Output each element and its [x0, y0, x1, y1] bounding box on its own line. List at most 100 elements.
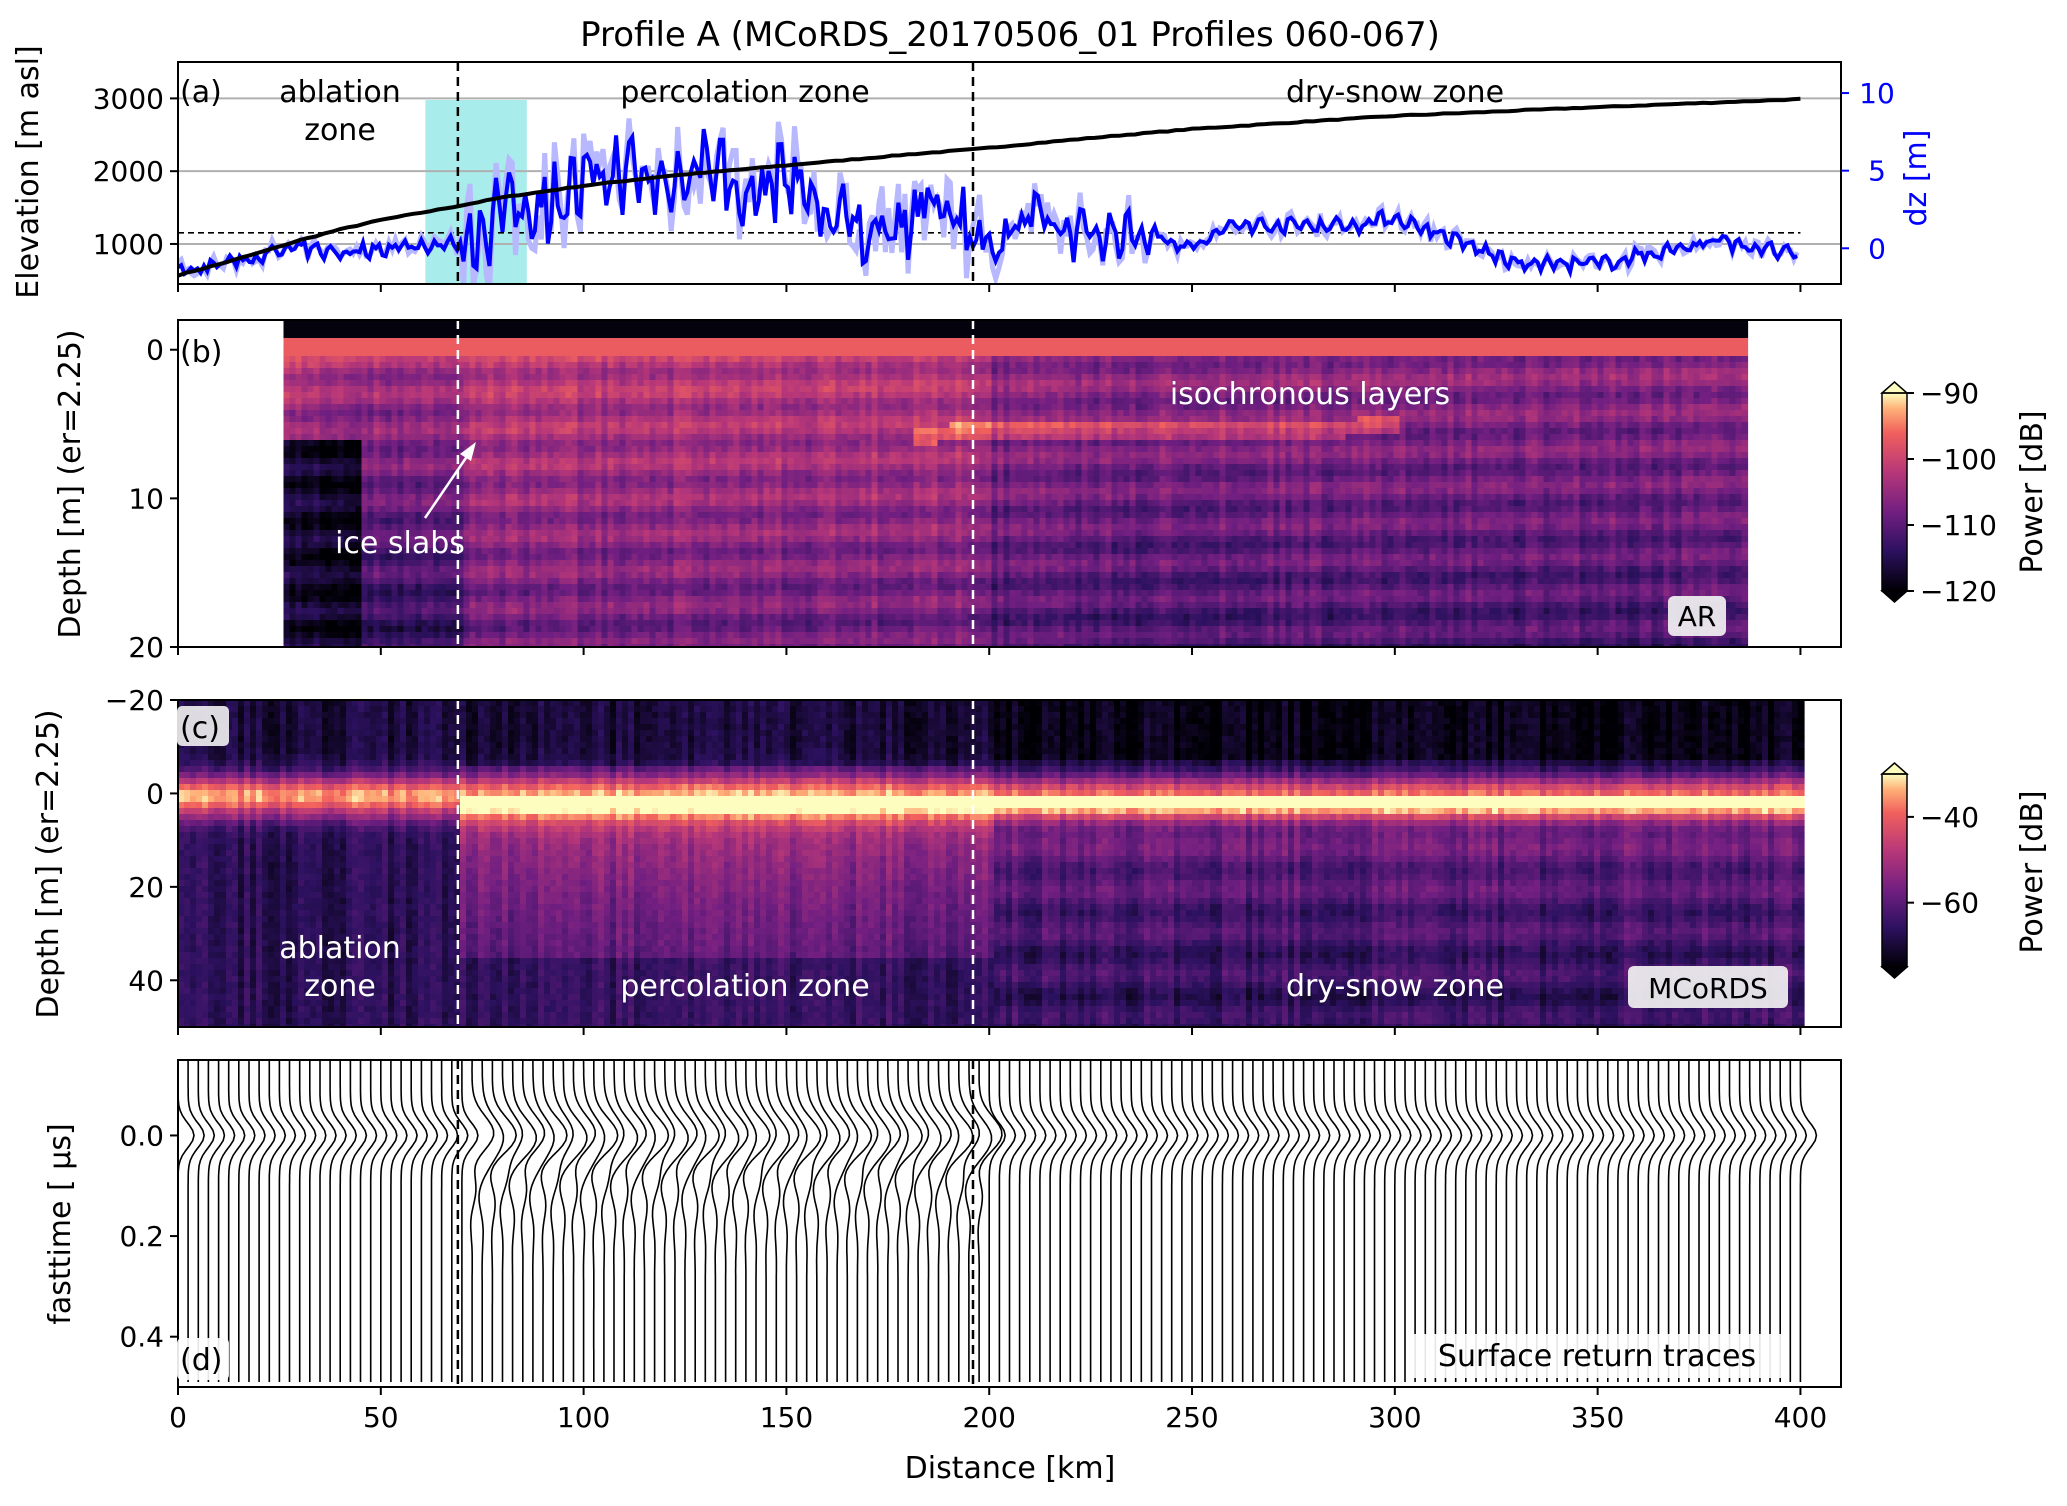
- panel-b-cell: [637, 410, 645, 417]
- panel-b-cell: [325, 410, 333, 417]
- panel-b-cell: [307, 362, 315, 369]
- panel-b-cell: [751, 362, 759, 369]
- panel-b-cell: [493, 440, 501, 447]
- panel-b-cell: [535, 452, 543, 459]
- panel-b-cell: [607, 500, 615, 507]
- panel-b-cell: [499, 476, 507, 483]
- panel-b-cell: [619, 404, 627, 411]
- panel-b-cell: [511, 458, 519, 465]
- panel-b-cell: [619, 608, 627, 615]
- panel-b-cell: [565, 440, 573, 447]
- panel-b-cell: [799, 494, 807, 501]
- panel-b-cell: [631, 572, 639, 579]
- panel-b-cell: [535, 638, 543, 645]
- panel-b-cell: [553, 362, 561, 369]
- panel-b-cell: [697, 482, 705, 489]
- panel-b-cell: [325, 500, 333, 507]
- panel-b-cell: [397, 410, 405, 417]
- panel-b-cell: [511, 326, 519, 333]
- panel-b-cell: [295, 464, 303, 471]
- panel-b-cell: [511, 620, 519, 627]
- panel-b-cell: [589, 542, 597, 549]
- panel-b-cell: [415, 626, 423, 633]
- panel-b-cell: [649, 614, 657, 621]
- panel-b-cell: [301, 326, 309, 333]
- panel-b-cell: [475, 530, 483, 537]
- panel-b-cell: [541, 590, 549, 597]
- panel-b-cell: [301, 506, 309, 513]
- panel-b-cell: [313, 542, 321, 549]
- panel-b-cell: [367, 350, 375, 357]
- panel-b-cell: [415, 422, 423, 429]
- panel-b-cell: [379, 530, 387, 537]
- panel-b-cell: [775, 482, 783, 489]
- panel-b-cell: [613, 362, 621, 369]
- panel-b-cell: [697, 506, 705, 513]
- panel-b-cell: [649, 338, 657, 345]
- panel-b-cell: [685, 566, 693, 573]
- panel-b-cell: [337, 404, 345, 411]
- panel-b-cell: [619, 644, 627, 647]
- panel-b-cell: [361, 608, 369, 615]
- panel-b-cell: [823, 344, 831, 351]
- panel-b-cell: [421, 368, 429, 375]
- panel-b-cell: [391, 368, 399, 375]
- panel-b-cell: [817, 332, 825, 339]
- panel-b-cell: [475, 356, 483, 363]
- panel-b-cell: [421, 374, 429, 381]
- panel-b-cell: [739, 332, 747, 339]
- panel-b-cell: [427, 392, 435, 399]
- panel-b-cell: [673, 602, 681, 609]
- panel-b-cell: [739, 392, 747, 399]
- panel-b-cell: [403, 374, 411, 381]
- panel-b-cell: [517, 566, 525, 573]
- panel-b-cell: [823, 374, 831, 381]
- panel-b-cell: [319, 596, 327, 603]
- panel-b-cell: [667, 530, 675, 537]
- panel-b-cell: [637, 332, 645, 339]
- panel-b-cell: [523, 344, 531, 351]
- panel-b-cell: [781, 500, 789, 507]
- panel-b-cell: [571, 356, 579, 363]
- panel-b-cell: [715, 398, 723, 405]
- panel-b-cell: [283, 536, 291, 543]
- panel-b-cell: [451, 542, 459, 549]
- panel-b-cell: [391, 560, 399, 567]
- panel-b-cell: [739, 602, 747, 609]
- panel-b-cell: [499, 506, 507, 513]
- panel-b-cell: [535, 470, 543, 477]
- panel-b-cell: [367, 554, 375, 561]
- panel-b-cell: [439, 434, 447, 441]
- panel-b-cell: [787, 620, 795, 627]
- panel-b-cell: [667, 500, 675, 507]
- panel-b-cell: [541, 446, 549, 453]
- panel-b-cell: [571, 404, 579, 411]
- panel-b-cell: [547, 536, 555, 543]
- panel-b-cell: [643, 428, 651, 435]
- panel-b-cell: [739, 422, 747, 429]
- panel-b-cell: [577, 524, 585, 531]
- panel-b-cell: [445, 530, 453, 537]
- panel-b-cell: [787, 368, 795, 375]
- panel-b-cell: [613, 548, 621, 555]
- panel-b-cell: [547, 482, 555, 489]
- panel-b-cell: [655, 518, 663, 525]
- panel-b-cell: [715, 518, 723, 525]
- panel-b-cell: [709, 500, 717, 507]
- panel-b-cell: [787, 560, 795, 567]
- panel-b-cell: [577, 386, 585, 393]
- panel-b-cell: [721, 344, 729, 351]
- panel-b-cell: [769, 488, 777, 495]
- panel-b-cell: [577, 644, 585, 647]
- panel-b-cell: [679, 338, 687, 345]
- panel-b-cell: [745, 632, 753, 639]
- panel-b-cell: [457, 398, 465, 405]
- panel-b-cell: [565, 428, 573, 435]
- panel-b-cell: [493, 614, 501, 621]
- panel-b-cell: [433, 632, 441, 639]
- panel-b-cell: [385, 404, 393, 411]
- panel-b-cell: [379, 326, 387, 333]
- panel-b-cell: [421, 416, 429, 423]
- panel-b-cell: [715, 416, 723, 423]
- panel-b-cell: [703, 458, 711, 465]
